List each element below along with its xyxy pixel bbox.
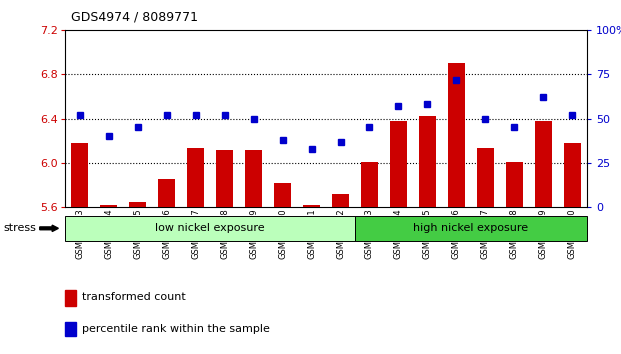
Bar	[245, 150, 262, 207]
Bar	[477, 148, 494, 207]
Bar	[71, 143, 88, 207]
Bar	[564, 143, 581, 207]
Text: stress: stress	[3, 223, 36, 233]
Bar	[303, 205, 320, 207]
Text: low nickel exposure: low nickel exposure	[155, 223, 265, 233]
Bar	[129, 201, 147, 207]
Bar	[100, 205, 117, 207]
Bar	[390, 121, 407, 207]
Bar	[216, 150, 233, 207]
Bar	[448, 63, 465, 207]
Bar	[274, 183, 291, 207]
Bar	[419, 116, 436, 207]
Bar	[355, 216, 587, 241]
Text: transformed count: transformed count	[82, 292, 186, 302]
Bar	[535, 121, 552, 207]
Text: GDS4974 / 8089771: GDS4974 / 8089771	[71, 11, 199, 24]
Bar	[332, 194, 349, 207]
Bar	[361, 162, 378, 207]
Bar	[505, 162, 523, 207]
Text: high nickel exposure: high nickel exposure	[414, 223, 528, 233]
Text: percentile rank within the sample: percentile rank within the sample	[82, 324, 270, 334]
Bar	[187, 148, 204, 207]
Bar	[65, 216, 355, 241]
Bar	[158, 179, 175, 207]
